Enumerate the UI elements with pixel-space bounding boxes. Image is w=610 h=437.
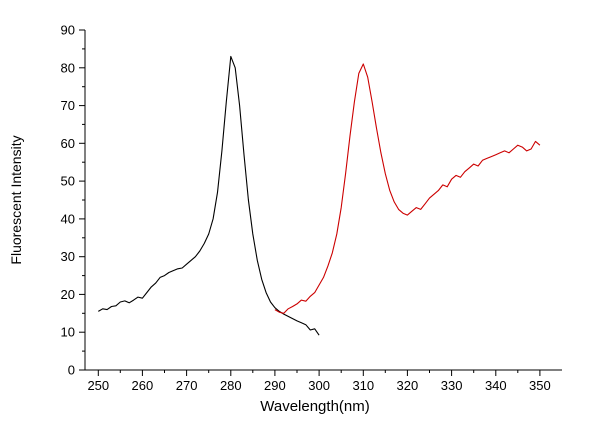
series-red-curve bbox=[274, 63, 541, 314]
x-tick-label: 330 bbox=[441, 378, 463, 393]
y-tick-label: 20 bbox=[61, 287, 75, 302]
y-tick-label: 40 bbox=[61, 211, 75, 226]
y-tick-label: 10 bbox=[61, 325, 75, 340]
x-tick-label: 300 bbox=[308, 378, 330, 393]
y-axis-label: Fluorescent Intensity bbox=[8, 135, 24, 265]
x-tick-label: 280 bbox=[220, 378, 242, 393]
series-black-curve bbox=[98, 55, 320, 336]
y-tick-label: 90 bbox=[61, 23, 75, 38]
x-tick-label: 290 bbox=[264, 378, 286, 393]
x-tick-label: 270 bbox=[176, 378, 198, 393]
x-tick-label: 340 bbox=[485, 378, 507, 393]
y-tick-label: 30 bbox=[61, 249, 75, 264]
y-tick-label: 0 bbox=[68, 363, 75, 378]
y-tick-label: 80 bbox=[61, 60, 75, 75]
x-tick-label: 350 bbox=[529, 378, 551, 393]
y-tick-label: 70 bbox=[61, 98, 75, 113]
x-tick-label: 250 bbox=[87, 378, 109, 393]
y-tick-label: 50 bbox=[61, 174, 75, 189]
x-tick-label: 310 bbox=[352, 378, 374, 393]
x-tick-label: 260 bbox=[132, 378, 154, 393]
x-axis-label: Wavelength(nm) bbox=[260, 398, 370, 415]
x-tick-label: 320 bbox=[397, 378, 419, 393]
y-tick-label: 60 bbox=[61, 136, 75, 151]
